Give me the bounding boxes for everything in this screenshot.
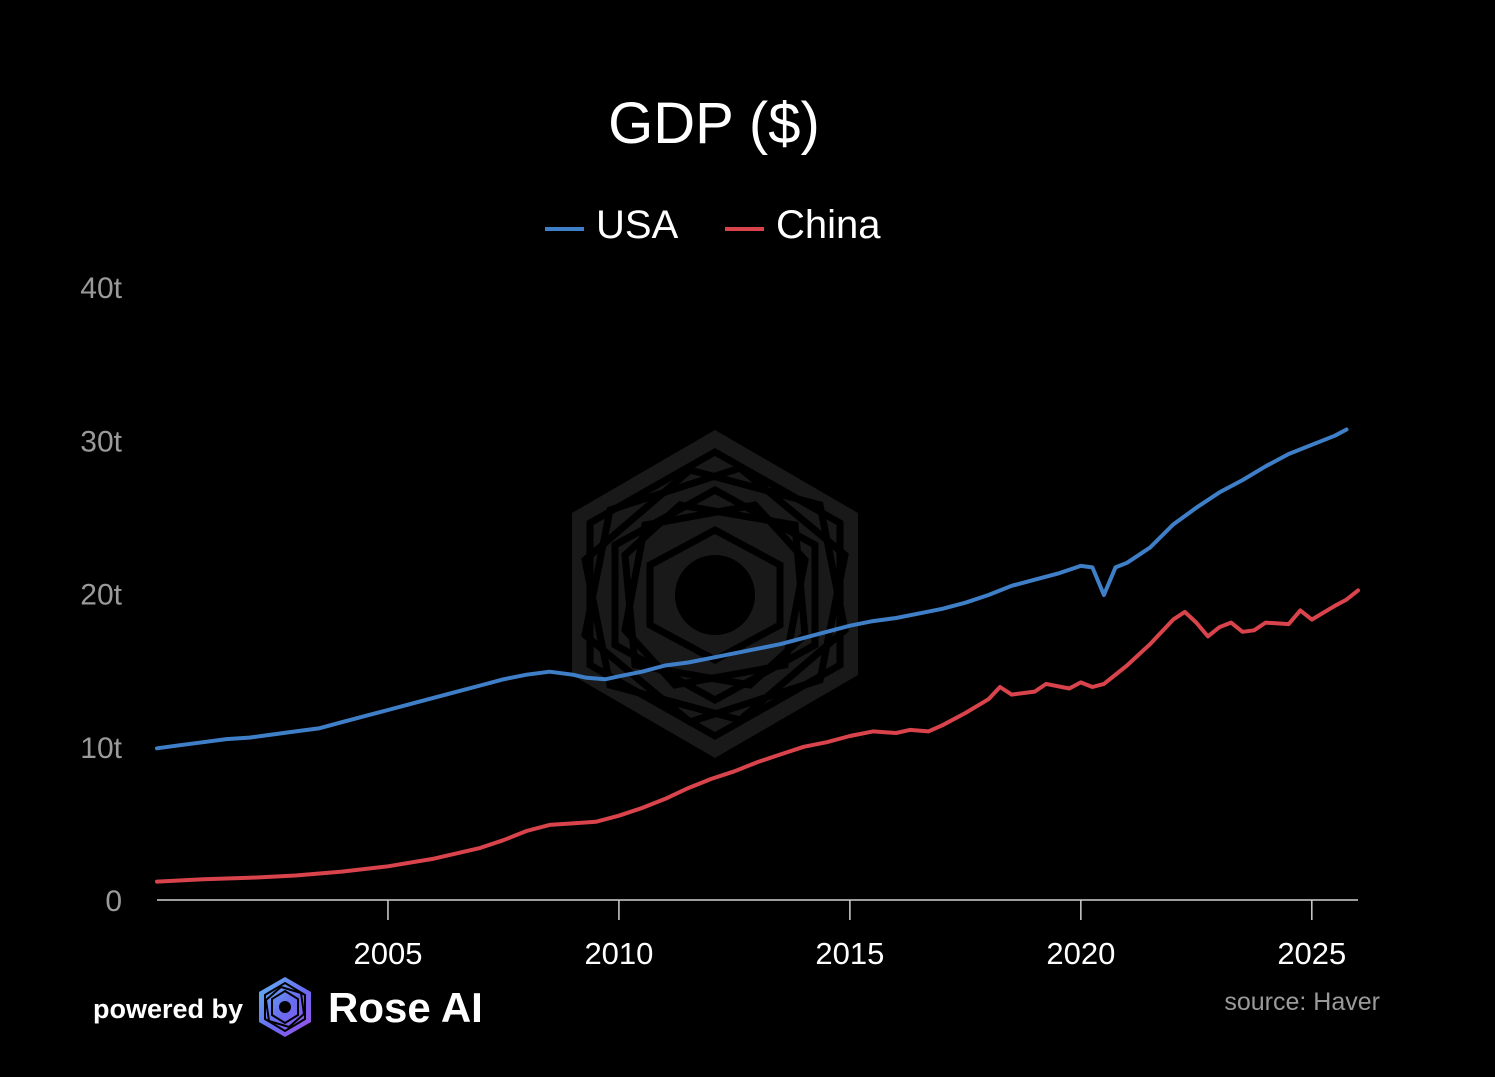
x-tick-label: 2010: [584, 936, 653, 971]
powered-by-text: powered by: [93, 994, 243, 1024]
series-line-usa: [155, 427, 1349, 751]
brand-name: Rose AI: [328, 984, 483, 1031]
y-tick-label: 10t: [80, 732, 122, 765]
y-tick-label: 20t: [80, 579, 122, 612]
series-line-china: [155, 588, 1360, 884]
y-tick-label: 0: [105, 885, 122, 918]
chart-title: GDP ($): [608, 91, 820, 156]
x-axis: 2005 2010 2015 2020 2025: [353, 900, 1346, 971]
x-tick-label: 2005: [353, 936, 422, 971]
x-tick-label: 2025: [1277, 936, 1346, 971]
y-tick-label: 30t: [80, 425, 122, 458]
x-tick-label: 2020: [1046, 936, 1115, 971]
y-axis: 0 10t 20t 30t 40t: [80, 272, 122, 918]
rose-ai-logo-icon: [259, 977, 311, 1037]
legend-label-china: China: [776, 203, 881, 247]
legend-label-usa: USA: [596, 203, 679, 247]
x-tick-label: 2015: [815, 936, 884, 971]
y-tick-label: 40t: [80, 272, 122, 305]
source-note: source: Haver: [1224, 988, 1380, 1016]
legend: USA China: [545, 203, 881, 247]
series-layer: [155, 427, 1360, 884]
rose-ai-watermark-icon: [572, 430, 858, 758]
